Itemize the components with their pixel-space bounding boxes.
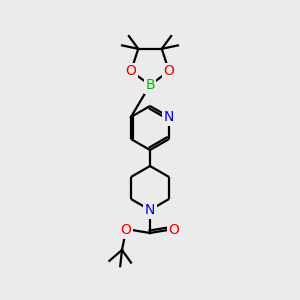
Text: O: O xyxy=(164,64,175,78)
Text: N: N xyxy=(164,110,174,124)
Text: O: O xyxy=(169,223,179,237)
Text: O: O xyxy=(121,223,131,237)
Text: N: N xyxy=(145,203,155,217)
Text: O: O xyxy=(125,64,136,78)
Text: B: B xyxy=(145,78,155,92)
